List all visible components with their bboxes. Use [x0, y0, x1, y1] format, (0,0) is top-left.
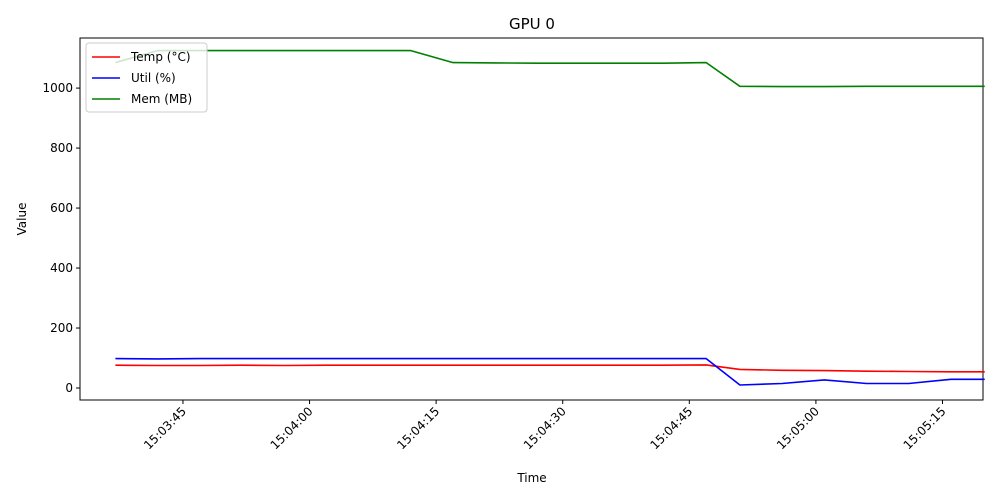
plot-area-frame — [79, 37, 984, 401]
legend-entry: Util (%) — [131, 71, 176, 85]
x-tick-label: 15:04:00 — [268, 404, 316, 452]
legend-entry: Mem (MB) — [131, 92, 192, 106]
y-tick-label: 600 — [50, 201, 73, 215]
y-tick-label: 200 — [50, 321, 73, 335]
x-tick-label: 15:03:45 — [141, 404, 189, 452]
x-axis: 15:03:45 15:04:00 15:04:15 15:04:30 15:04:45… — [141, 400, 949, 452]
series-line — [115, 49, 985, 88]
series-lines — [115, 49, 985, 386]
x-tick-label: 15:04:30 — [521, 404, 569, 452]
y-tick-label: 800 — [50, 141, 73, 155]
y-axis: 0 200 400 600 800 1000 — [42, 81, 80, 395]
legend-entry: Temp (°C) — [130, 50, 191, 64]
series-line — [115, 357, 985, 386]
y-tick-label: 400 — [50, 261, 73, 275]
legend: Temp (°C) Util (%) Mem (MB) — [85, 42, 208, 113]
legend-box — [85, 42, 208, 113]
x-tick-label: 15:05:00 — [774, 404, 822, 452]
y-tick-label: 0 — [65, 381, 73, 395]
series-line — [115, 364, 985, 373]
x-tick-label: 15:04:45 — [647, 404, 695, 452]
x-tick-label: 15:05:15 — [901, 404, 949, 452]
y-axis-label: Value — [15, 203, 29, 236]
x-axis-label: Time — [516, 471, 546, 485]
chart-title: GPU 0 — [509, 15, 555, 33]
x-tick-label: 15:04:15 — [394, 404, 442, 452]
y-tick-label: 1000 — [42, 81, 73, 95]
